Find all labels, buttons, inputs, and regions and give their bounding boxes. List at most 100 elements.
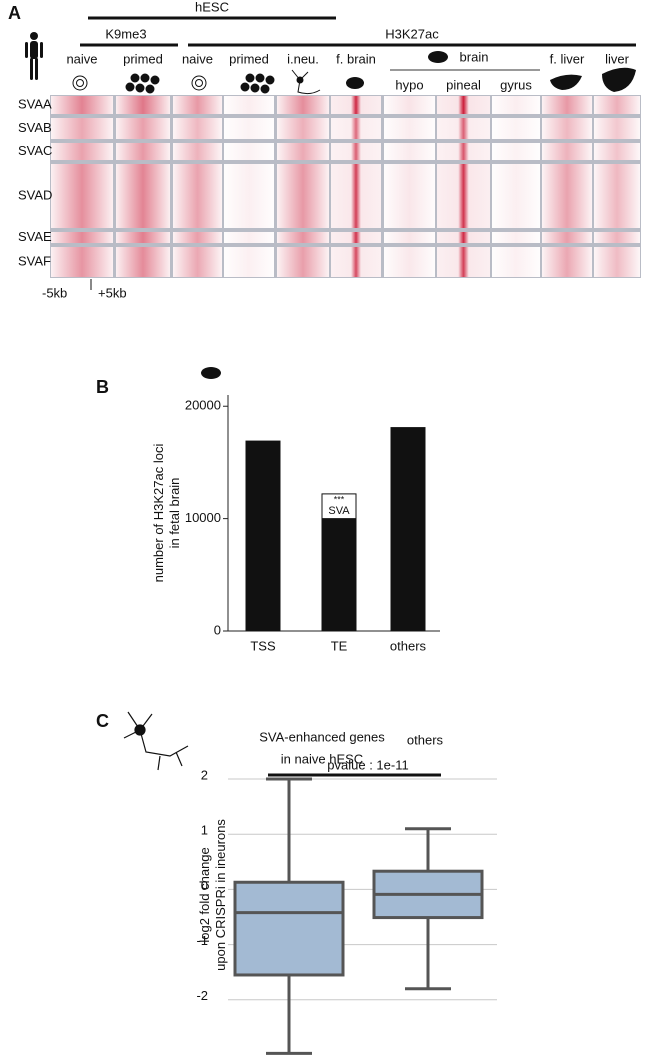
neuron-icon <box>123 711 189 771</box>
heatmap-cell <box>116 118 170 139</box>
human-icon <box>25 32 43 80</box>
heatmap-cell <box>116 232 170 243</box>
x-category-label: in naive hESC <box>281 751 363 766</box>
heatmap-cell <box>437 164 490 228</box>
row-label: SVAC <box>18 143 52 158</box>
y-tick-label: 0 <box>201 878 208 893</box>
heatmap-cell <box>542 118 592 139</box>
heatmap-cell <box>542 232 592 243</box>
heatmap-cell <box>173 96 222 114</box>
bar <box>321 518 357 632</box>
column-label: hypo <box>395 77 423 92</box>
y-tick-label: -1 <box>196 933 208 948</box>
heatmap-cell <box>331 118 381 139</box>
heatmap-cell <box>224 96 274 114</box>
heatmap-cell <box>492 143 540 160</box>
bar <box>321 493 357 520</box>
heatmap-cell <box>492 164 540 228</box>
heatmap-cell <box>492 118 540 139</box>
group-label: brain <box>460 49 489 64</box>
heatmap-cell <box>384 232 435 243</box>
cell-type: hESC <box>195 0 229 14</box>
mark-label: H3K27ac <box>385 26 439 41</box>
heatmap-cell <box>277 118 329 139</box>
y-axis-label-line: in fetal brain <box>167 478 182 549</box>
segment-label: SVA <box>328 505 350 517</box>
heatmap-cell <box>437 247 490 277</box>
column-label: primed <box>123 51 163 66</box>
heatmap-cell <box>594 247 640 277</box>
heatmap-cell <box>173 118 222 139</box>
column-label: i.neu. <box>287 51 319 66</box>
heatmap-cell <box>277 164 329 228</box>
heatmap-cell <box>437 143 490 160</box>
heatmap-cell <box>173 143 222 160</box>
heatmap-cell <box>594 164 640 228</box>
column-label: liver <box>605 51 630 66</box>
column-label: gyrus <box>500 77 532 92</box>
y-axis-label-line: upon CRISPRi in ineurons <box>213 819 228 971</box>
heatmap-cell <box>331 164 381 228</box>
heatmap-cell <box>542 96 592 114</box>
x-tick-label: TE <box>331 638 348 653</box>
heatmap-cell <box>116 96 170 114</box>
heatmap-cell <box>331 143 381 160</box>
row-label: SVAE <box>18 229 52 244</box>
heatmap-cell <box>116 247 170 277</box>
heatmap-cell <box>331 247 381 277</box>
heatmap-cell <box>331 232 381 243</box>
heatmap-cell <box>173 247 222 277</box>
heatmap-cell <box>224 118 274 139</box>
y-axis-label: number of H3K27ac lociin fetal brain <box>151 444 182 583</box>
y-tick-label: 20000 <box>185 398 221 413</box>
heatmap-cell <box>437 118 490 139</box>
heatmap-cell <box>594 118 640 139</box>
row-label: SVAA <box>18 96 52 111</box>
y-tick-label: -2 <box>196 988 208 1003</box>
heatmap-cell <box>384 118 435 139</box>
column-label: naive <box>66 51 97 66</box>
heatmap-cell <box>51 143 113 160</box>
heatmap-cell <box>51 247 113 277</box>
heatmap-cell <box>224 164 274 228</box>
column-label: primed <box>229 51 269 66</box>
heatmap-cell <box>384 143 435 160</box>
x-tick-label: others <box>390 638 427 653</box>
heatmap-cell <box>51 232 113 243</box>
bar <box>245 440 281 632</box>
panel-label: A <box>8 3 21 23</box>
heatmap-cell <box>384 247 435 277</box>
panel-label: C <box>96 711 109 731</box>
heatmap-cell <box>384 96 435 114</box>
heatmap-cell <box>224 232 274 243</box>
y-axis-label-line: number of H3K27ac loci <box>151 444 166 583</box>
neuron-icon <box>291 69 321 95</box>
heatmap-cell <box>51 96 113 114</box>
brain-icon <box>201 51 448 379</box>
column-label: f. liver <box>550 51 585 66</box>
bar <box>390 427 426 632</box>
heatmap-cell <box>437 232 490 243</box>
y-tick-label: 10000 <box>185 510 221 525</box>
heatmap-cell <box>492 247 540 277</box>
heatmap-cell <box>224 143 274 160</box>
heatmap-cell <box>277 96 329 114</box>
annotation: *** <box>334 494 345 504</box>
axis-label: +5kb <box>98 285 127 300</box>
heatmap-cell <box>331 96 381 114</box>
heatmap-cell <box>116 143 170 160</box>
liver-icon <box>550 67 636 92</box>
heatmap-cell <box>594 232 640 243</box>
heatmap-cell <box>277 143 329 160</box>
panel-label: B <box>96 377 109 397</box>
annotation: pvalue : 1e-11 <box>327 757 408 772</box>
y-axis-label-line: log2 fold change <box>197 847 212 942</box>
heatmap-cell <box>594 96 640 114</box>
primed-icon <box>124 72 276 95</box>
heatmap-cell <box>384 164 435 228</box>
heatmap-cell <box>173 232 222 243</box>
heatmap-cell <box>224 247 274 277</box>
heatmap <box>50 95 641 278</box>
box <box>233 880 345 977</box>
